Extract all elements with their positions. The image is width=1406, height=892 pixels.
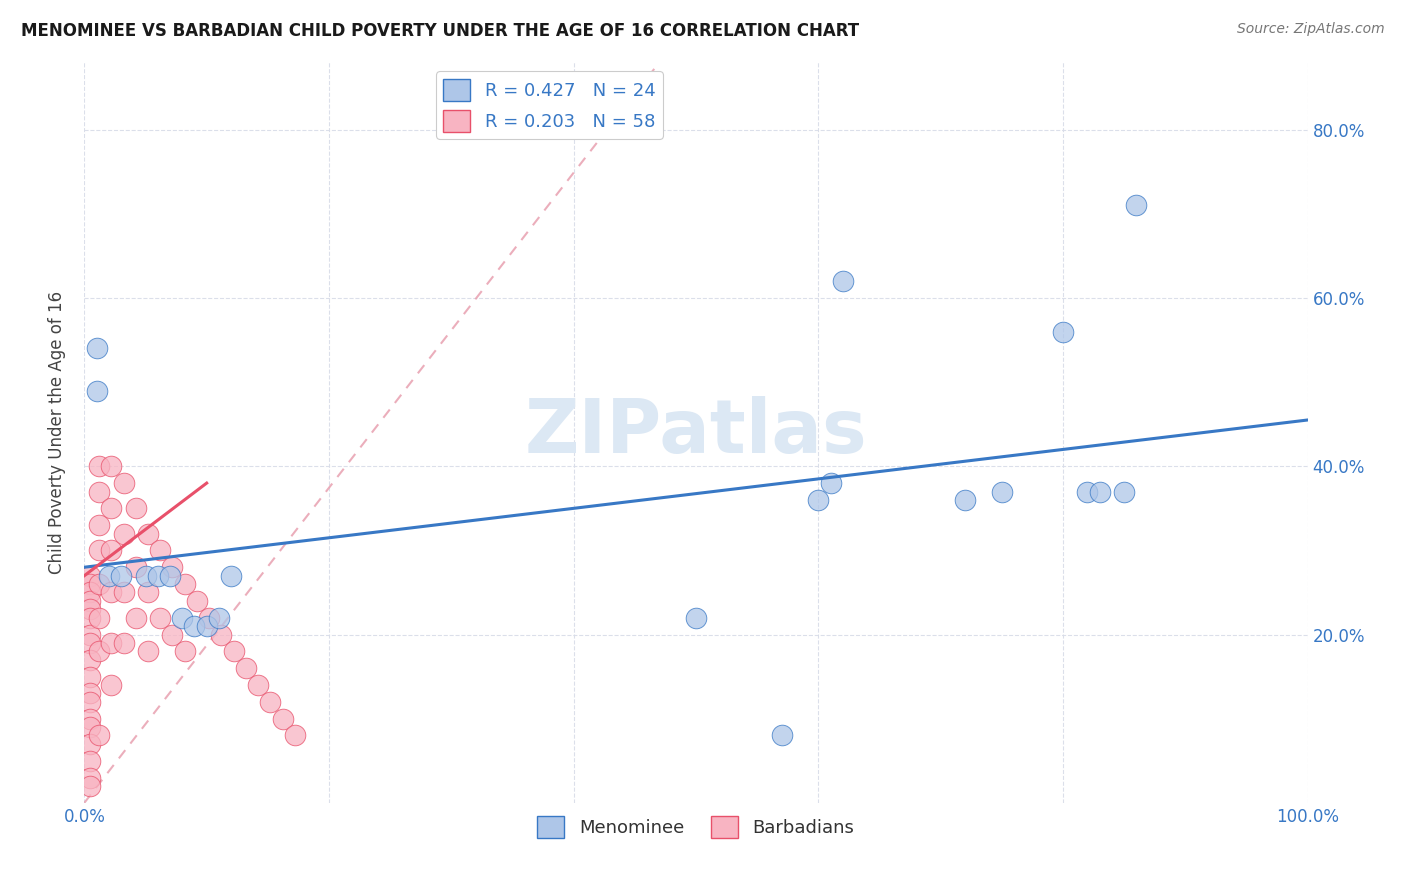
Point (284, 729, 307, 743)
Point (79, 779, 101, 793)
Point (136, 644, 159, 658)
Text: Source: ZipAtlas.com: Source: ZipAtlas.com (1237, 22, 1385, 37)
Point (79, 585, 101, 599)
Point (219, 568, 242, 582)
Point (831, 274, 853, 288)
Point (146, 568, 169, 582)
Text: MENOMINEE VS BARBADIAN CHILD POVERTY UNDER THE AGE OF 16 CORRELATION CHART: MENOMINEE VS BARBADIAN CHILD POVERTY UND… (21, 22, 859, 40)
Point (271, 712, 294, 726)
Point (186, 594, 208, 608)
Point (159, 568, 181, 582)
Point (87, 518, 110, 533)
Point (247, 678, 270, 692)
Point (162, 560, 184, 574)
Point (87, 644, 110, 658)
Point (79, 627, 101, 641)
Point (79, 695, 101, 709)
Text: ZIPatlas: ZIPatlas (524, 396, 868, 469)
Point (198, 610, 221, 624)
Point (87, 729, 110, 743)
Point (87, 543, 110, 558)
Point (685, 610, 707, 624)
Point (820, 476, 842, 491)
Point (136, 585, 159, 599)
Point (100, 543, 122, 558)
Point (79, 568, 101, 582)
Point (1088, 484, 1111, 499)
Point (162, 627, 184, 641)
Point (195, 619, 218, 633)
Point (87, 459, 110, 474)
Point (79, 712, 101, 726)
Point (173, 577, 195, 591)
Point (79, 686, 101, 700)
Point (79, 737, 101, 751)
Point (79, 653, 101, 667)
Point (135, 568, 157, 582)
Point (259, 695, 281, 709)
Point (1114, 484, 1136, 499)
Point (87, 577, 110, 591)
Point (79, 602, 101, 616)
Point (79, 670, 101, 684)
Point (110, 568, 132, 582)
Point (1125, 198, 1147, 212)
Point (222, 644, 245, 658)
Point (183, 619, 205, 633)
Point (86, 342, 108, 356)
Point (112, 526, 135, 541)
Point (112, 636, 135, 650)
Point (112, 585, 135, 599)
Point (136, 526, 159, 541)
Point (86, 384, 108, 398)
Point (100, 636, 122, 650)
Point (807, 492, 830, 507)
Point (235, 661, 257, 675)
Point (1052, 325, 1074, 339)
Point (125, 560, 148, 574)
Point (79, 720, 101, 734)
Point (79, 594, 101, 608)
Point (1076, 484, 1098, 499)
Legend: Menominee, Barbadians: Menominee, Barbadians (530, 809, 862, 846)
Point (87, 610, 110, 624)
Point (125, 610, 148, 624)
Point (125, 501, 148, 516)
Point (173, 644, 195, 658)
Point (87, 484, 110, 499)
Point (112, 476, 135, 491)
Point (149, 610, 172, 624)
Point (79, 610, 101, 624)
Point (79, 754, 101, 768)
Point (100, 501, 122, 516)
Point (991, 484, 1014, 499)
Point (100, 678, 122, 692)
Point (100, 459, 122, 474)
Y-axis label: Child Poverty Under the Age of 16: Child Poverty Under the Age of 16 (48, 291, 66, 574)
Point (770, 729, 793, 743)
Point (100, 585, 122, 599)
Point (209, 627, 232, 641)
Point (208, 610, 231, 624)
Point (149, 543, 172, 558)
Point (79, 771, 101, 785)
Point (97, 568, 120, 582)
Point (172, 610, 194, 624)
Point (953, 492, 976, 507)
Point (79, 636, 101, 650)
Point (79, 577, 101, 591)
